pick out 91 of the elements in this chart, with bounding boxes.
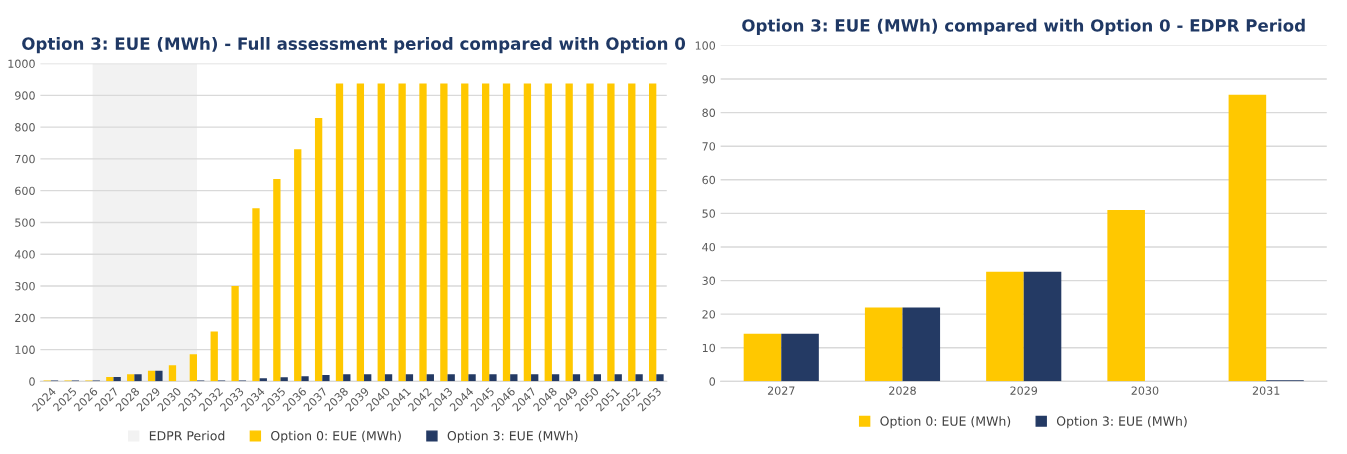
- y-tick-label: 100: [695, 41, 716, 50]
- bar: [335, 83, 344, 382]
- bar: [210, 331, 218, 382]
- bar: [377, 83, 385, 382]
- bar: [468, 374, 476, 382]
- bar: [252, 208, 260, 382]
- y-tick-label: 90: [702, 74, 716, 84]
- y-tick-label: 20: [702, 310, 716, 319]
- y-tick-label: 70: [702, 142, 716, 151]
- y-tick-label: 80: [702, 108, 716, 117]
- y-tick-label: 600: [15, 186, 35, 196]
- bar: [864, 307, 903, 382]
- bar: [572, 374, 581, 382]
- bar: [551, 374, 560, 382]
- bar: [356, 83, 365, 382]
- bar: [607, 83, 615, 382]
- bar: [565, 83, 573, 382]
- bar: [405, 374, 414, 382]
- y-tick-label: 0: [709, 377, 716, 386]
- bar: [523, 83, 532, 382]
- bar: [628, 83, 636, 382]
- bar: [1023, 271, 1062, 382]
- chart-title: Option 3: EUE (MWh) compared with Option 0 - EDPR Period: [742, 18, 1305, 35]
- legend-label: Option 3: EUE (MWh): [1056, 416, 1187, 429]
- bar: [113, 376, 121, 382]
- x-tick-label: 2028: [889, 386, 916, 395]
- y-tick-label: 400: [14, 250, 35, 259]
- bar: [231, 286, 239, 382]
- bar: [986, 271, 1024, 382]
- legend-label: Option 3: EUE (MWh): [447, 430, 578, 443]
- bar: [273, 178, 281, 382]
- bar: [510, 374, 518, 382]
- bar: [461, 83, 469, 382]
- bar: [743, 333, 782, 382]
- bar: [781, 333, 819, 382]
- y-tick-label: 50: [702, 209, 716, 218]
- bar: [586, 83, 594, 382]
- bar: [447, 374, 455, 382]
- bar: [489, 374, 497, 382]
- bar: [259, 378, 267, 382]
- y-tick-label: 40: [702, 242, 716, 252]
- x-tick-label: 2027: [767, 386, 795, 395]
- y-tick-label: 700: [15, 154, 35, 164]
- bar: [322, 375, 330, 382]
- bar: [1107, 210, 1145, 382]
- bar: [280, 377, 288, 382]
- bar: [544, 83, 552, 382]
- bar: [902, 307, 941, 382]
- bar: [127, 374, 135, 382]
- bar: [502, 83, 511, 382]
- bar: [614, 374, 622, 382]
- bar: [398, 83, 406, 382]
- y-tick-label: 300: [15, 281, 35, 291]
- y-tick-label: 30: [702, 276, 716, 285]
- legend-label: Option 0: EUE (MWh): [271, 430, 401, 443]
- bar: [168, 365, 177, 382]
- bar: [314, 117, 323, 382]
- bar: [635, 374, 643, 382]
- y-tick-label: 0: [29, 377, 35, 386]
- bar: [301, 376, 309, 382]
- y-tick-label: 10: [702, 343, 716, 353]
- bar: [419, 83, 427, 382]
- bar: [294, 149, 302, 382]
- y-tick-label: 800: [15, 123, 35, 132]
- y-tick-label: 900: [15, 91, 35, 100]
- x-tick-label: 2029: [1010, 386, 1038, 395]
- bar: [343, 374, 351, 382]
- bar: [147, 370, 156, 382]
- bar: [426, 374, 434, 382]
- bar: [481, 83, 490, 382]
- x-tick-label: 2031: [1252, 386, 1280, 395]
- x-tick-label: 2030: [1131, 386, 1159, 395]
- chart-title: Option 3: EUE (MWh) - Full assessment period compared with Option 0: [22, 37, 686, 54]
- y-tick-label: 200: [15, 313, 35, 323]
- legend-label: EDPR Period: [149, 430, 225, 441]
- bar: [593, 374, 601, 382]
- bar: [384, 374, 393, 382]
- bar: [364, 374, 372, 382]
- bar: [189, 354, 197, 382]
- legend-label: Option 0: EUE (MWh): [880, 416, 1011, 429]
- bar: [155, 370, 163, 382]
- bar: [440, 83, 448, 382]
- y-tick-label: 60: [702, 175, 716, 185]
- bar: [531, 374, 539, 382]
- bar: [649, 83, 657, 382]
- bar: [656, 374, 664, 382]
- y-tick-label: 500: [15, 218, 35, 227]
- bar: [134, 374, 142, 382]
- y-tick-label: 100: [15, 345, 35, 354]
- y-tick-label: 1000: [8, 59, 35, 68]
- bar: [1228, 94, 1267, 382]
